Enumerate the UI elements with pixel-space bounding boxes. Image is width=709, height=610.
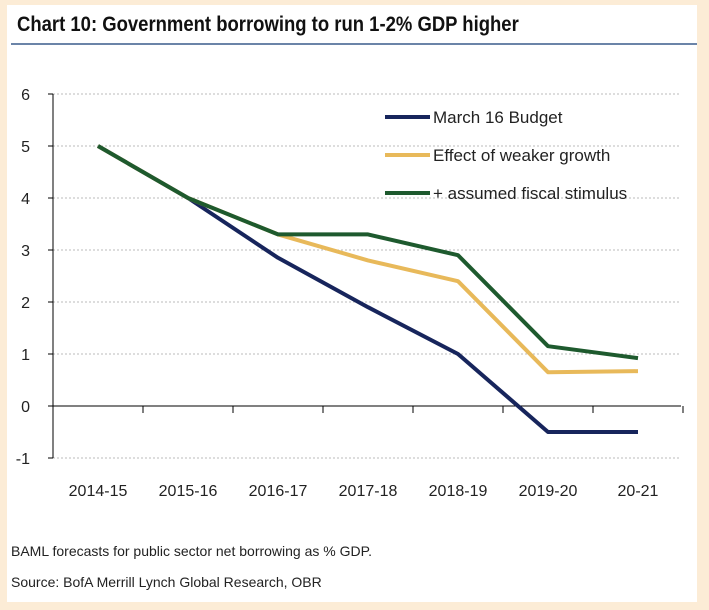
x-tick-label: 2015-16	[159, 483, 218, 500]
x-tick-label: 2016-17	[249, 483, 308, 500]
footnote: BAML forecasts for public sector net bor…	[11, 543, 373, 559]
title-divider	[11, 43, 697, 45]
source-note: Source: BofA Merrill Lynch Global Resear…	[11, 574, 322, 590]
y-tick-label: -1	[16, 451, 30, 468]
legend-label: Effect of weaker growth	[433, 146, 610, 165]
y-tick-label: 1	[21, 347, 30, 364]
legend-label: + assumed fiscal stimulus	[433, 184, 627, 203]
y-tick-label: 3	[21, 243, 30, 260]
y-tick-label: 4	[21, 191, 30, 208]
chart-title: Chart 10: Government borrowing to run 1-…	[17, 13, 519, 36]
y-tick-label: 5	[21, 139, 30, 156]
chart-panel: Chart 10: Government borrowing to run 1-…	[7, 5, 697, 602]
series-line-1	[96, 144, 639, 375]
x-tick-label: 2018-19	[429, 483, 488, 500]
x-tick-label: 2017-18	[339, 483, 398, 500]
y-tick-label: 2	[21, 295, 30, 312]
y-tick-label: 0	[21, 399, 30, 416]
legend-label: March 16 Budget	[433, 108, 563, 127]
x-tick-label: 20-21	[618, 483, 659, 500]
series-line-2	[96, 144, 639, 361]
x-tick-label: 2019-20	[519, 483, 578, 500]
y-tick-label: 6	[21, 87, 30, 104]
x-tick-label: 2014-15	[69, 483, 128, 500]
